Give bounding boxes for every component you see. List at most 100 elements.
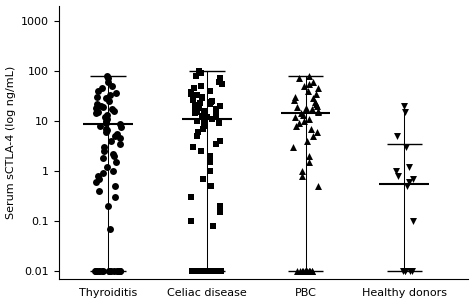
Point	[305, 116, 313, 121]
Point	[198, 95, 205, 99]
Point	[202, 268, 210, 273]
Point	[103, 116, 111, 121]
Point	[97, 103, 105, 108]
Point	[217, 103, 224, 108]
Point	[102, 96, 110, 101]
Point	[188, 268, 196, 273]
Point	[311, 99, 319, 104]
Point	[105, 268, 112, 273]
Point	[293, 268, 301, 273]
Point	[307, 126, 315, 131]
Point	[301, 268, 309, 273]
Point	[293, 104, 301, 109]
Point	[194, 268, 201, 273]
Point	[190, 268, 197, 273]
Point	[401, 109, 409, 114]
Point	[106, 226, 113, 231]
Point	[402, 144, 410, 149]
Point	[209, 268, 216, 273]
Point	[207, 268, 214, 273]
Point	[190, 98, 197, 102]
Point	[96, 268, 103, 273]
Point	[92, 268, 100, 273]
Point	[309, 79, 317, 84]
Point	[207, 268, 214, 273]
Point	[298, 173, 305, 178]
Point	[208, 98, 216, 103]
Point	[199, 126, 207, 131]
Point	[109, 168, 117, 173]
Point	[105, 76, 112, 81]
Point	[314, 108, 321, 113]
Point	[103, 128, 111, 133]
Point	[100, 144, 108, 149]
Point	[96, 123, 104, 128]
Point	[92, 179, 100, 184]
Point	[102, 130, 109, 134]
Point	[206, 168, 214, 173]
Point	[194, 118, 201, 123]
Point	[110, 153, 118, 158]
Point	[198, 113, 205, 118]
Point	[105, 268, 113, 273]
Point	[99, 86, 106, 91]
Point	[393, 133, 401, 138]
Point	[206, 268, 214, 273]
Point	[115, 268, 123, 273]
Point	[401, 268, 409, 273]
Point	[196, 100, 204, 105]
Point	[188, 195, 195, 199]
Point	[203, 114, 211, 119]
Point	[191, 102, 199, 107]
Point	[208, 184, 215, 188]
Point	[116, 268, 124, 273]
Point	[206, 88, 214, 93]
Point	[96, 188, 103, 193]
Point	[206, 153, 214, 158]
Point	[198, 268, 205, 273]
Point	[197, 71, 205, 75]
Point	[102, 118, 110, 123]
Point	[116, 122, 124, 127]
Point	[197, 83, 205, 88]
Y-axis label: Serum sCTLA-4 (log ng/mL): Serum sCTLA-4 (log ng/mL)	[6, 66, 16, 219]
Point	[314, 86, 322, 91]
Point	[200, 268, 208, 273]
Point	[314, 184, 322, 188]
Point	[188, 89, 195, 94]
Point	[409, 176, 417, 181]
Point	[115, 268, 122, 273]
Point	[92, 105, 100, 110]
Point	[208, 116, 215, 121]
Point	[99, 156, 107, 161]
Point	[191, 104, 198, 109]
Point	[113, 268, 121, 273]
Point	[188, 91, 195, 96]
Point	[190, 86, 198, 91]
Point	[105, 98, 112, 103]
Point	[305, 268, 313, 273]
Point	[91, 268, 99, 273]
Point	[410, 219, 417, 223]
Point	[215, 268, 222, 273]
Point	[187, 219, 195, 223]
Point	[206, 101, 214, 106]
Point	[109, 151, 117, 156]
Point	[111, 133, 119, 138]
Point	[305, 81, 313, 86]
Point	[406, 179, 413, 184]
Point	[116, 136, 124, 140]
Point	[197, 148, 205, 153]
Point	[314, 109, 321, 114]
Point	[312, 91, 320, 96]
Point	[217, 268, 225, 273]
Point	[110, 108, 118, 113]
Point	[399, 268, 407, 273]
Point	[313, 130, 321, 134]
Point	[199, 96, 206, 101]
Point	[217, 268, 224, 273]
Point	[292, 95, 299, 99]
Point	[305, 268, 313, 273]
Point	[111, 184, 119, 188]
Point	[405, 164, 412, 169]
